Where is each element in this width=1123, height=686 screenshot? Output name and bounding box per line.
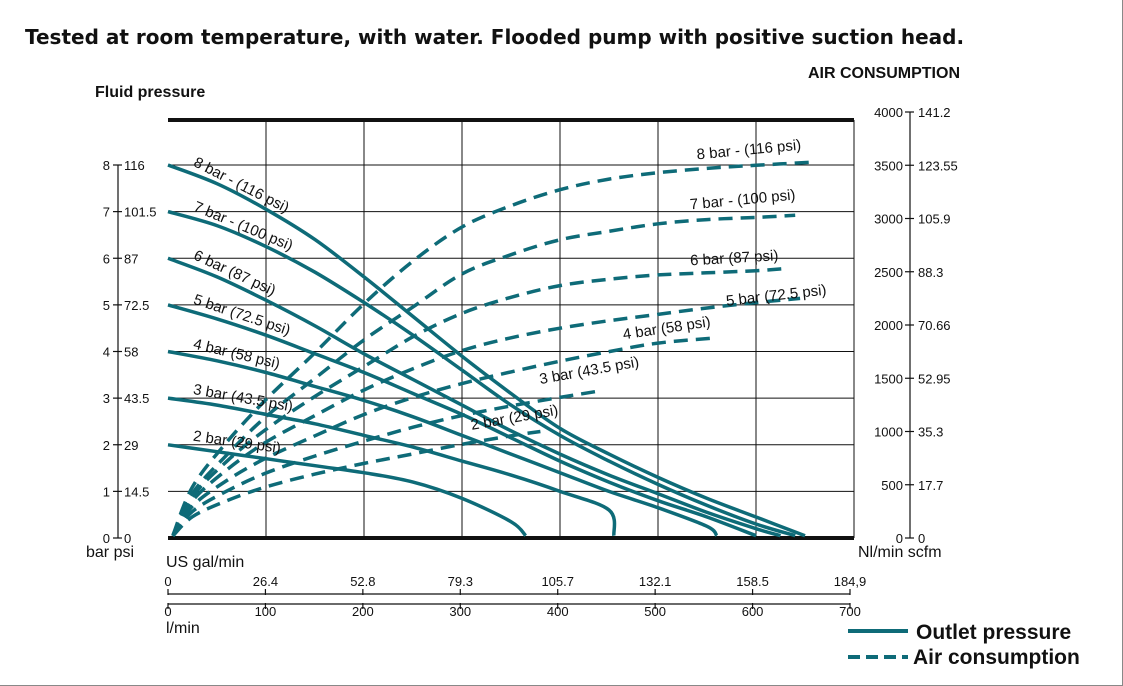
right-tick-scfm: 0: [918, 531, 925, 546]
left-tick-bar: 1: [103, 484, 110, 499]
x-tick-label-gal: 26.4: [253, 574, 278, 589]
left-tick-psi: 43.5: [124, 391, 149, 406]
left-tick-bar: 0: [103, 531, 110, 546]
gridlines: [168, 118, 855, 540]
right-tick-scfm: 141.2: [918, 105, 951, 120]
air-curve-label: 8 bar - (116 psi): [696, 137, 802, 164]
x-tick-label-gal: 132.1: [639, 574, 672, 589]
right-tick-nl: 0: [896, 531, 903, 546]
air-consumption-curves: [171, 160, 815, 538]
air-curve-label: 7 bar - (100 psi): [689, 187, 796, 214]
outlet-pressure-curve: [167, 209, 796, 538]
x-tick-label-gal: 184,9: [834, 574, 867, 589]
air-consumption-curve: [171, 266, 786, 537]
x-axis-bottom-label: l/min: [166, 620, 200, 637]
x-tick-label-gal: 158.5: [736, 574, 769, 589]
x-tick-label-l: 200: [352, 604, 374, 619]
x-tick-label-gal: 105.7: [541, 574, 574, 589]
outlet-pressure-curve: [167, 303, 757, 538]
left-tick-psi: 0: [124, 531, 131, 546]
x-tick-label-gal: 79.3: [448, 574, 473, 589]
left-tick-bar: 3: [103, 391, 110, 406]
air-curve-label: 5 bar (72.5 psi): [725, 282, 827, 310]
outlet-pressure-curve: [167, 256, 781, 538]
left-tick-bar: 7: [103, 205, 110, 220]
left-axis-units: bar psi: [86, 544, 134, 561]
right-tick-nl: 1000: [874, 425, 903, 440]
legend: Outlet pressure Air consumption: [848, 621, 1080, 669]
x-tick-label-gal: 52.8: [350, 574, 375, 589]
chart-title: Tested at room temperature, with water. …: [25, 25, 964, 49]
left-tick-bar: 2: [103, 438, 110, 453]
right-tick-nl: 3000: [874, 212, 903, 227]
x-tick-label-gal: 0: [164, 574, 171, 589]
left-tick-psi: 29: [124, 438, 138, 453]
right-tick-scfm: 17.7: [918, 478, 943, 493]
x-tick-label-l: 100: [255, 604, 277, 619]
air-consumption-curve: [171, 336, 717, 537]
outlet-pressure-curve: [167, 443, 528, 537]
x-tick-label-l: 700: [839, 604, 861, 619]
air-consumption-curve: [171, 296, 801, 537]
x-tick-label-l: 0: [164, 604, 171, 619]
right-tick-scfm: 70.66: [918, 318, 951, 333]
outlet-pressure-curve: [167, 396, 617, 537]
air-consumption-curve: [171, 160, 815, 536]
right-tick-nl: 4000: [874, 105, 903, 120]
air-consumption-curve: [171, 213, 796, 537]
right-tick-nl: 2500: [874, 265, 903, 280]
x-tick-label-l: 600: [742, 604, 764, 619]
air-curve-label: 3 bar (43.5 psi): [538, 354, 640, 388]
left-tick-psi: 72.5: [124, 298, 149, 313]
outlet-curve-label: 4 bar (58 psi): [192, 336, 282, 373]
outlet-pressure-curves: [167, 163, 806, 538]
right-tick-scfm: 88.3: [918, 265, 943, 280]
right-axis-units: Nl/min scfm: [858, 544, 942, 561]
right-tick-nl: 500: [881, 478, 903, 493]
legend-air-consumption: Air consumption: [913, 646, 1080, 669]
right-tick-scfm: 123.55: [918, 158, 958, 173]
left-axis-title: Fluid pressure: [95, 84, 205, 101]
outlet-pressure-curve: [167, 349, 719, 537]
left-tick-psi: 87: [124, 251, 138, 266]
x-tick-label-l: 400: [547, 604, 569, 619]
right-tick-scfm: 105.9: [918, 212, 951, 227]
right-tick-nl: 2000: [874, 318, 903, 333]
right-tick-scfm: 35.3: [918, 425, 943, 440]
air-curve-label: 6 bar (87 psi): [690, 247, 779, 269]
left-tick-bar: 4: [103, 345, 110, 360]
right-tick-scfm: 52.95: [918, 371, 951, 386]
right-axis-title: AIR CONSUMPTION: [808, 65, 960, 82]
left-tick-bar: 5: [103, 298, 110, 313]
x-tick-label-l: 500: [644, 604, 666, 619]
left-tick-bar: 8: [103, 158, 110, 173]
left-tick-psi: 14.5: [124, 484, 149, 499]
legend-outlet-pressure: Outlet pressure: [916, 621, 1071, 644]
left-tick-psi: 116: [124, 158, 145, 173]
right-tick-nl: 1500: [874, 371, 903, 386]
left-tick-bar: 6: [103, 251, 110, 266]
outlet-pressure-curve: [167, 163, 806, 538]
left-tick-psi: 101.5: [124, 205, 157, 220]
x-axis-top-label: US gal/min: [166, 554, 244, 571]
x-tick-label-l: 300: [449, 604, 471, 619]
left-tick-psi: 58: [124, 345, 138, 360]
right-tick-nl: 3500: [874, 158, 903, 173]
